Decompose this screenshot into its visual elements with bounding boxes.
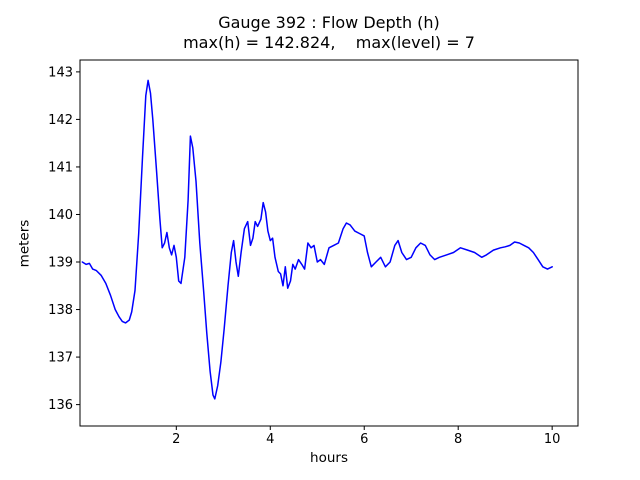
y-tick-label: 136 (48, 398, 73, 413)
y-tick-label: 140 (48, 208, 73, 223)
chart-title: Gauge 392 : Flow Depth (h) (218, 13, 440, 32)
x-tick-label: 2 (172, 432, 180, 447)
flow-depth-line (81, 79, 553, 400)
y-tick-label: 139 (48, 256, 73, 271)
x-tick-label: 8 (454, 432, 462, 447)
x-tick-label: 6 (360, 432, 368, 447)
y-tick-label: 142 (48, 113, 73, 128)
y-tick-label: 137 (48, 351, 73, 366)
x-tick-label: 10 (544, 432, 561, 447)
y-tick-label: 141 (48, 160, 73, 175)
x-axis-label: hours (310, 450, 348, 466)
x-tick-label: 4 (266, 432, 274, 447)
y-tick-label: 143 (48, 65, 73, 80)
axes-spines (79, 59, 579, 427)
y-tick-label: 138 (48, 303, 73, 318)
chart-subtitle: max(h) = 142.824, max(level) = 7 (183, 33, 475, 52)
